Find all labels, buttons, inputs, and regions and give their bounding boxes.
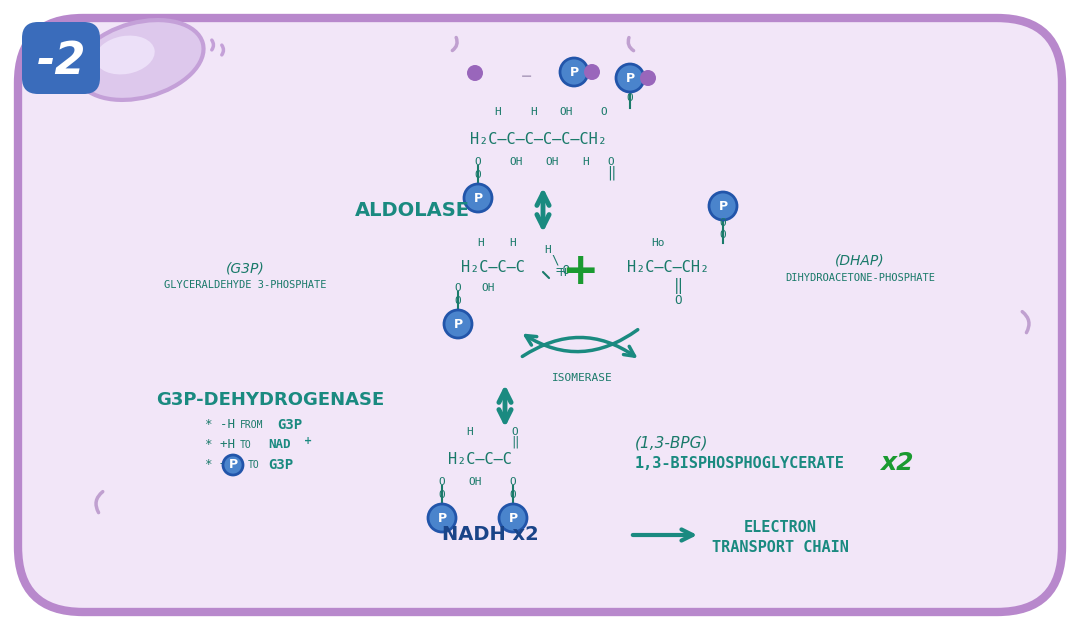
Text: P: P [509, 512, 517, 525]
Text: O: O [438, 490, 445, 500]
Text: G3P-DEHYDROGENASE: G3P-DEHYDROGENASE [156, 391, 384, 409]
Text: H: H [510, 238, 516, 248]
Circle shape [428, 504, 456, 532]
Text: O: O [674, 294, 681, 307]
Ellipse shape [95, 35, 154, 74]
Text: (G3P): (G3P) [226, 261, 265, 275]
Text: +: + [303, 436, 312, 446]
Text: P: P [473, 192, 483, 205]
Text: 1,3-BISPHOSPHOGLYCERATE: 1,3-BISPHOSPHOGLYCERATE [635, 455, 845, 471]
Text: O: O [510, 477, 516, 487]
Text: O: O [600, 107, 607, 117]
Text: ALDOLASE: ALDOLASE [355, 200, 470, 219]
Circle shape [561, 58, 588, 86]
Text: P: P [625, 71, 635, 84]
Text: O: O [719, 218, 727, 228]
Text: H₂C–C–C: H₂C–C–C [461, 260, 525, 275]
Text: ‖: ‖ [674, 278, 683, 294]
Ellipse shape [77, 20, 203, 100]
Text: P: P [569, 66, 579, 79]
Text: H: H [467, 427, 473, 437]
Text: OH: OH [545, 157, 558, 167]
Text: DIHYDROACETONE-PHOSPHATE: DIHYDROACETONE-PHOSPHATE [785, 273, 935, 283]
Circle shape [616, 64, 644, 92]
Text: \: \ [551, 253, 558, 266]
Text: P: P [437, 512, 446, 525]
Text: TRANSPORT CHAIN: TRANSPORT CHAIN [712, 539, 849, 554]
Text: (1,3-BPG): (1,3-BPG) [635, 435, 708, 450]
Text: OH: OH [469, 477, 482, 487]
Text: NADH x2: NADH x2 [442, 525, 539, 544]
Text: P: P [718, 200, 728, 212]
Text: * +: * + [205, 459, 228, 471]
Text: H: H [477, 238, 484, 248]
Text: –: – [522, 66, 532, 86]
Text: ‖: ‖ [607, 166, 616, 180]
Circle shape [222, 455, 243, 475]
Text: O: O [474, 170, 482, 180]
Text: G3P: G3P [276, 418, 302, 432]
Text: H: H [582, 157, 590, 167]
Text: G3P: G3P [268, 458, 293, 472]
Text: O: O [474, 157, 482, 167]
FancyBboxPatch shape [22, 22, 100, 94]
Text: GLYCERALDEHYDE 3-PHOSPHATE: GLYCERALDEHYDE 3-PHOSPHATE [164, 280, 326, 290]
Text: * +H: * +H [205, 438, 235, 452]
Text: O: O [608, 157, 615, 167]
Text: ISOMERASE: ISOMERASE [552, 373, 612, 383]
Text: -2: -2 [37, 40, 86, 84]
Text: O: O [626, 93, 633, 103]
Circle shape [584, 64, 600, 80]
Text: O: O [455, 283, 461, 293]
Text: O: O [510, 490, 516, 500]
Text: NAD: NAD [268, 438, 291, 452]
Text: TO: TO [240, 440, 252, 450]
Text: FROM: FROM [240, 420, 264, 430]
Text: Ho: Ho [651, 238, 665, 248]
Text: O: O [438, 477, 445, 487]
Text: ‖: ‖ [511, 435, 518, 449]
Text: P: P [454, 318, 462, 331]
Text: P: P [229, 459, 238, 471]
Circle shape [464, 184, 492, 212]
Circle shape [708, 192, 737, 220]
Text: H: H [559, 268, 566, 278]
Text: x2: x2 [880, 451, 914, 475]
Text: O: O [512, 427, 518, 437]
Text: H₂C–C–C: H₂C–C–C [448, 452, 512, 467]
Text: O: O [719, 230, 727, 240]
Text: OH: OH [559, 107, 572, 117]
Circle shape [444, 310, 472, 338]
Text: * -H: * -H [205, 418, 235, 432]
Circle shape [467, 65, 483, 81]
Text: O: O [455, 296, 461, 306]
Circle shape [499, 504, 527, 532]
Text: ELECTRON: ELECTRON [743, 520, 816, 536]
Text: H₂C–C–C–C–C–CH₂: H₂C–C–C–C–C–CH₂ [470, 132, 607, 147]
Text: =O: =O [555, 265, 570, 277]
Text: H₂C–C–CH₂: H₂C–C–CH₂ [626, 260, 710, 275]
Text: H: H [530, 107, 538, 117]
Text: H: H [544, 245, 552, 255]
Text: OH: OH [482, 283, 495, 293]
Text: OH: OH [510, 157, 523, 167]
Text: TO: TO [248, 460, 260, 470]
Text: (DHAP): (DHAP) [835, 253, 885, 267]
Text: H: H [495, 107, 501, 117]
FancyBboxPatch shape [18, 18, 1062, 612]
Circle shape [640, 70, 656, 86]
Text: +: + [562, 251, 598, 294]
